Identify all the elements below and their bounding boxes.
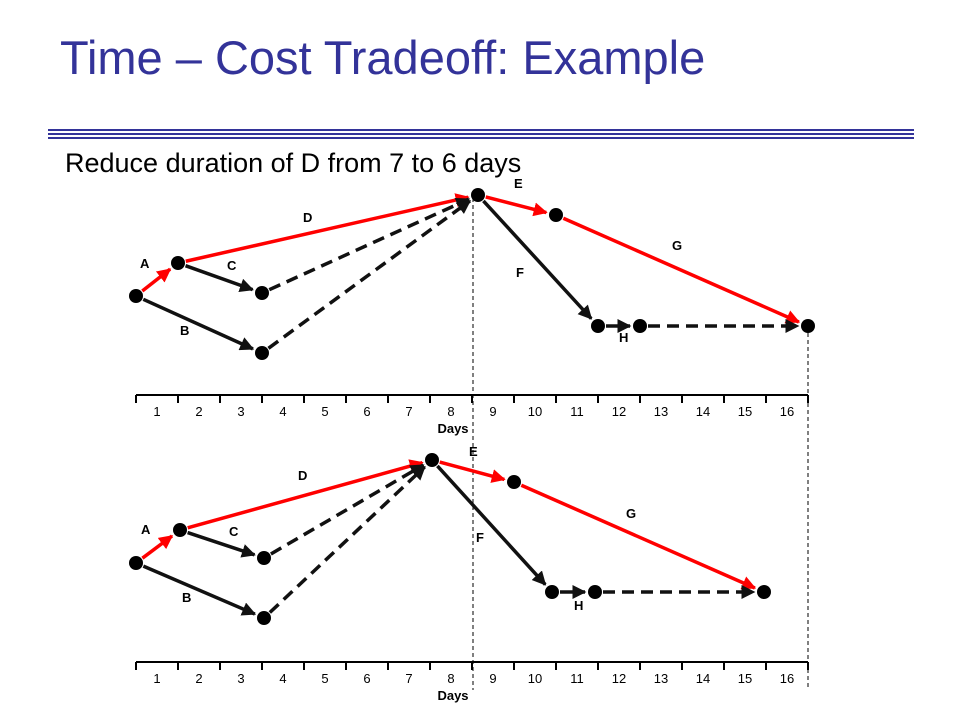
activity-b-arrow — [142, 564, 257, 616]
axis-label: Days — [437, 688, 468, 703]
event-node — [801, 319, 815, 333]
activity-d-arrow — [185, 193, 470, 263]
tick-label: 14 — [696, 671, 710, 686]
activity-h-label: H — [574, 598, 583, 613]
event-node — [129, 556, 143, 570]
activity-g-label: G — [626, 506, 636, 521]
underline-bar-1 — [48, 129, 914, 131]
tick-label: 14 — [696, 404, 710, 419]
activity-b-label: B — [180, 323, 189, 338]
activity-c-arrow — [187, 530, 256, 558]
tick-label: 16 — [780, 404, 794, 419]
axis-label: Days — [437, 421, 468, 436]
event-node — [507, 475, 521, 489]
underline-bar-2 — [48, 133, 914, 135]
activity-c-arrow — [184, 264, 254, 292]
event-node — [255, 286, 269, 300]
event-node — [471, 188, 485, 202]
activity-h-label: H — [619, 330, 628, 345]
activity-b-label: B — [182, 590, 191, 605]
tick-label: 10 — [528, 671, 542, 686]
activity-g-arrow — [520, 483, 757, 590]
tick-label: 1 — [153, 404, 160, 419]
activity-a-label: A — [140, 256, 150, 271]
dummy-activity-arrow — [268, 465, 426, 614]
tick-label: 2 — [195, 671, 202, 686]
tick-label: 4 — [279, 404, 286, 419]
tick-label: 13 — [654, 404, 668, 419]
tick-label: 7 — [405, 671, 412, 686]
tick-label: 16 — [780, 671, 794, 686]
event-node — [588, 585, 602, 599]
event-node — [129, 289, 143, 303]
tick-label: 2 — [195, 404, 202, 419]
dummy-activity-arrow — [267, 199, 472, 350]
activity-c-label: C — [229, 524, 239, 539]
activity-g-arrow — [562, 216, 801, 324]
activity-e-label: E — [469, 444, 478, 459]
activity-c-label: C — [227, 258, 237, 273]
tick-label: 11 — [570, 671, 584, 686]
activity-f-arrow — [436, 464, 547, 586]
tick-label: 6 — [363, 671, 370, 686]
activity-a-arrow — [141, 534, 174, 560]
tick-label: 15 — [738, 404, 752, 419]
slide-subtitle: Reduce duration of D from 7 to 6 days — [65, 148, 522, 178]
event-node — [257, 611, 271, 625]
tick-label: 8 — [447, 404, 454, 419]
tick-label: 7 — [405, 404, 412, 419]
tick-label: 11 — [570, 404, 584, 419]
tick-label: 10 — [528, 404, 542, 419]
tick-label: 5 — [321, 671, 328, 686]
dummy-activity-arrow — [270, 463, 425, 556]
activity-e-label: E — [514, 176, 523, 191]
activity-g-label: G — [672, 238, 682, 253]
activity-d-arrow — [187, 459, 424, 530]
activity-e-arrow — [439, 460, 506, 483]
tick-label: 6 — [363, 404, 370, 419]
event-node — [633, 319, 647, 333]
activity-d-label: D — [298, 468, 307, 483]
tick-label: 12 — [612, 404, 626, 419]
slide-title: Time – Cost Tradeoff: Example — [60, 31, 706, 84]
dummy-activity-arrow — [268, 197, 471, 292]
tick-label: 9 — [489, 671, 496, 686]
tick-label: 4 — [279, 671, 286, 686]
activity-f-label: F — [476, 530, 484, 545]
activity-a-arrow — [141, 267, 172, 293]
tick-label: 9 — [489, 404, 496, 419]
event-node — [255, 346, 269, 360]
activity-f-label: F — [516, 265, 524, 280]
tick-label: 1 — [153, 671, 160, 686]
activity-a-label: A — [141, 522, 151, 537]
tick-label: 3 — [237, 671, 244, 686]
title-underline — [48, 129, 914, 139]
event-node — [171, 256, 185, 270]
tick-label: 15 — [738, 671, 752, 686]
tick-label: 13 — [654, 671, 668, 686]
activity-b-arrow — [142, 297, 255, 351]
activity-d-label: D — [303, 210, 312, 225]
tick-label: 5 — [321, 404, 328, 419]
tick-label: 12 — [612, 671, 626, 686]
underline-bar-3 — [48, 137, 914, 139]
event-node — [757, 585, 771, 599]
tick-label: 3 — [237, 404, 244, 419]
event-node — [257, 551, 271, 565]
event-node — [545, 585, 559, 599]
event-node — [591, 319, 605, 333]
event-node — [549, 208, 563, 222]
event-node — [425, 453, 439, 467]
tick-label: 8 — [447, 671, 454, 686]
activity-f-arrow — [482, 199, 593, 320]
activity-e-arrow — [485, 195, 548, 217]
event-node — [173, 523, 187, 537]
